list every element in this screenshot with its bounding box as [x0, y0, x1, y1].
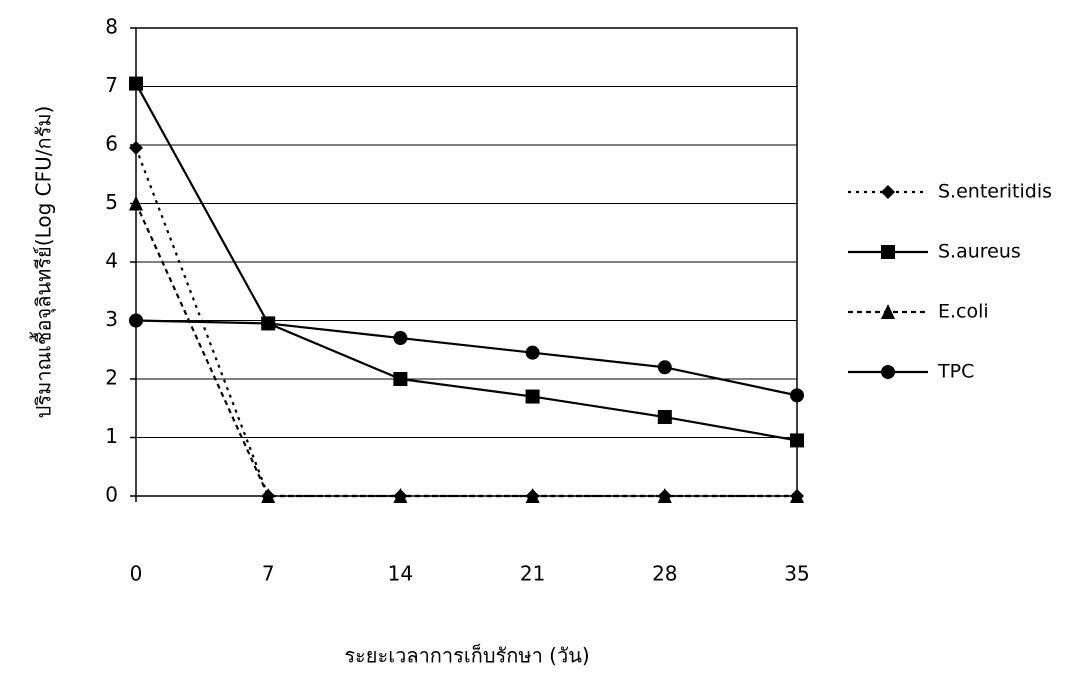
marker — [525, 345, 540, 360]
y-tick-label: 5 — [105, 190, 118, 214]
y-tick-label: 6 — [105, 132, 118, 156]
series-line — [134, 203, 797, 498]
legend-label: S.aureus — [938, 241, 1021, 263]
y-tick-label: 1 — [105, 424, 118, 448]
legend-label: E.coli — [938, 301, 989, 323]
x-tick-label: 28 — [652, 562, 677, 586]
legend-label: S.enteritidis — [938, 181, 1052, 203]
y-axis-label: ปริมาณเชื้อจุลินทรีย์(Log CFU/กรัม) — [30, 106, 57, 419]
x-tick-label: 21 — [520, 562, 545, 586]
legend-marker — [881, 365, 895, 379]
marker — [657, 360, 672, 375]
marker — [129, 313, 143, 328]
x-tick-label: 35 — [784, 562, 809, 586]
x-axis-label: ระยะเวลาการเก็บรักษา (วัน) — [344, 643, 589, 668]
series-line — [134, 147, 797, 498]
marker — [129, 140, 143, 155]
marker — [790, 488, 804, 503]
series-line — [135, 319, 798, 397]
y-tick-label: 4 — [105, 249, 118, 273]
marker — [129, 195, 143, 211]
marker — [261, 316, 276, 331]
y-tick-label: 0 — [105, 483, 118, 507]
legend-marker — [881, 245, 895, 259]
series-line — [135, 83, 798, 442]
marker — [393, 488, 408, 503]
y-tick-label: 3 — [105, 307, 118, 331]
marker — [129, 76, 143, 91]
marker — [657, 410, 672, 425]
legend-marker — [881, 304, 895, 319]
marker — [790, 388, 804, 403]
legend-marker — [881, 185, 895, 199]
marker — [261, 488, 276, 503]
marker — [790, 433, 804, 448]
marker — [525, 488, 540, 503]
y-tick-label: 2 — [105, 366, 118, 390]
marker — [657, 488, 672, 503]
legend-label: TPC — [937, 361, 974, 383]
marker — [393, 372, 408, 386]
y-tick-label: 8 — [105, 15, 118, 39]
x-tick-label: 14 — [388, 562, 413, 586]
x-tick-label: 0 — [130, 562, 143, 586]
marker — [525, 389, 540, 404]
x-tick-label: 7 — [262, 562, 275, 586]
y-tick-label: 7 — [105, 73, 118, 97]
marker — [393, 331, 408, 346]
